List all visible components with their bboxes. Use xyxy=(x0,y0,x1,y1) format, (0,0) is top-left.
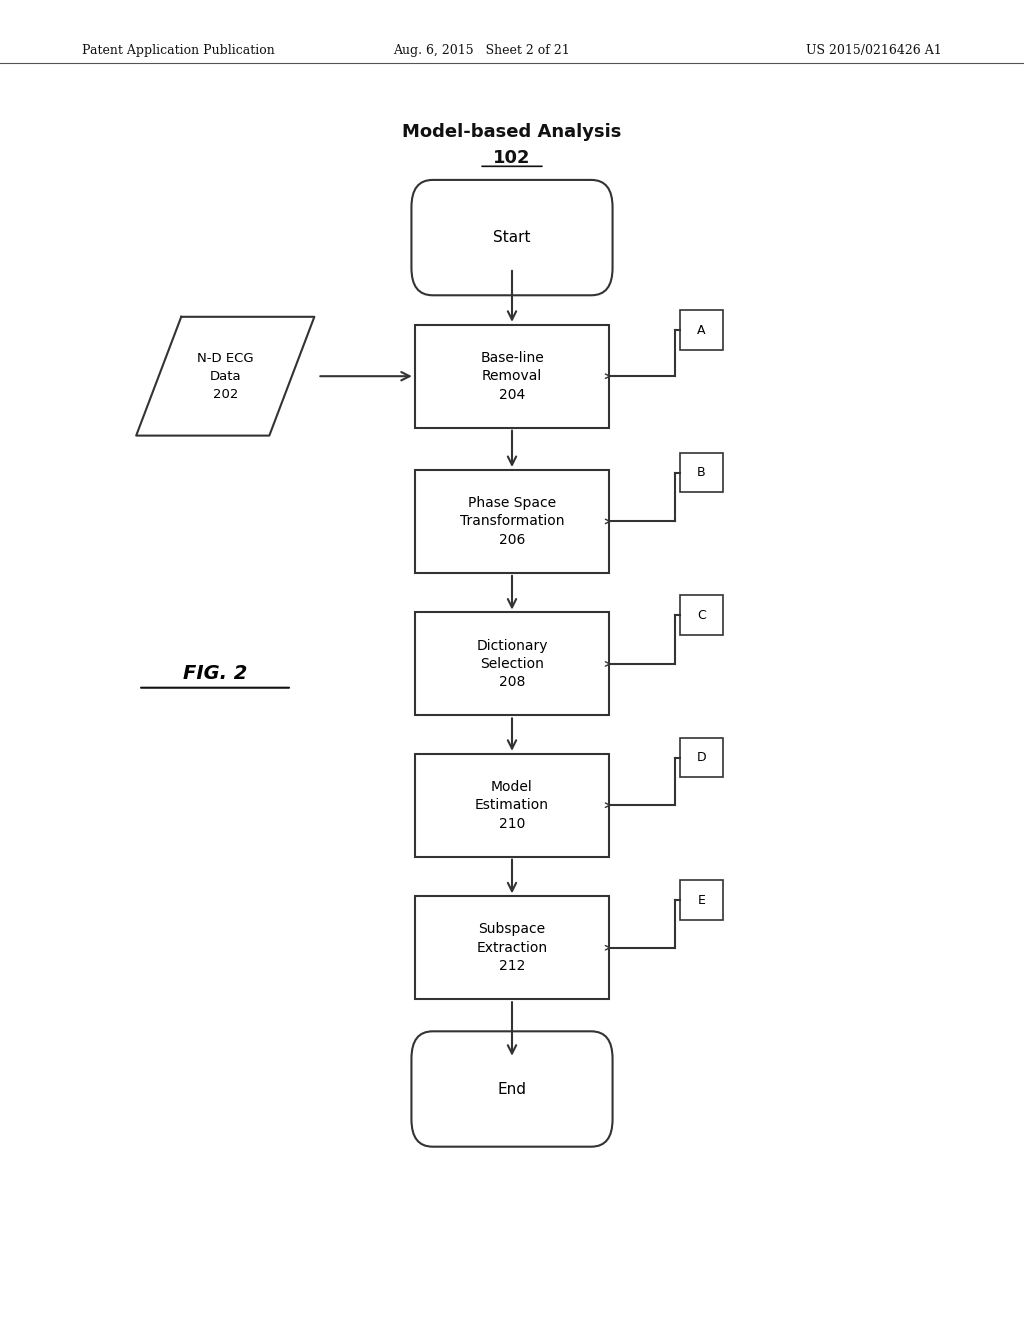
Text: Model-based Analysis: Model-based Analysis xyxy=(402,123,622,141)
Text: D: D xyxy=(696,751,707,764)
Text: 102: 102 xyxy=(494,149,530,168)
Text: B: B xyxy=(697,466,706,479)
FancyBboxPatch shape xyxy=(415,754,609,857)
FancyBboxPatch shape xyxy=(415,325,609,428)
Text: FIG. 2: FIG. 2 xyxy=(183,664,247,682)
Text: Subspace
Extraction
212: Subspace Extraction 212 xyxy=(476,923,548,973)
FancyBboxPatch shape xyxy=(680,453,723,492)
Text: End: End xyxy=(498,1081,526,1097)
FancyBboxPatch shape xyxy=(412,180,612,296)
Text: C: C xyxy=(697,609,706,622)
FancyBboxPatch shape xyxy=(415,612,609,715)
Text: Base-line
Removal
204: Base-line Removal 204 xyxy=(480,351,544,401)
Text: Aug. 6, 2015   Sheet 2 of 21: Aug. 6, 2015 Sheet 2 of 21 xyxy=(393,44,569,57)
FancyBboxPatch shape xyxy=(680,880,723,920)
Text: Patent Application Publication: Patent Application Publication xyxy=(82,44,274,57)
Polygon shape xyxy=(136,317,314,436)
FancyBboxPatch shape xyxy=(680,310,723,350)
FancyBboxPatch shape xyxy=(415,470,609,573)
FancyBboxPatch shape xyxy=(415,896,609,999)
Text: Phase Space
Transformation
206: Phase Space Transformation 206 xyxy=(460,496,564,546)
FancyBboxPatch shape xyxy=(680,738,723,777)
Text: Start: Start xyxy=(494,230,530,246)
Text: N-D ECG
Data
202: N-D ECG Data 202 xyxy=(197,351,254,401)
FancyBboxPatch shape xyxy=(412,1031,612,1147)
Text: Model
Estimation
210: Model Estimation 210 xyxy=(475,780,549,830)
Text: A: A xyxy=(697,323,706,337)
Text: Dictionary
Selection
208: Dictionary Selection 208 xyxy=(476,639,548,689)
Text: E: E xyxy=(697,894,706,907)
FancyBboxPatch shape xyxy=(680,595,723,635)
Text: US 2015/0216426 A1: US 2015/0216426 A1 xyxy=(806,44,942,57)
